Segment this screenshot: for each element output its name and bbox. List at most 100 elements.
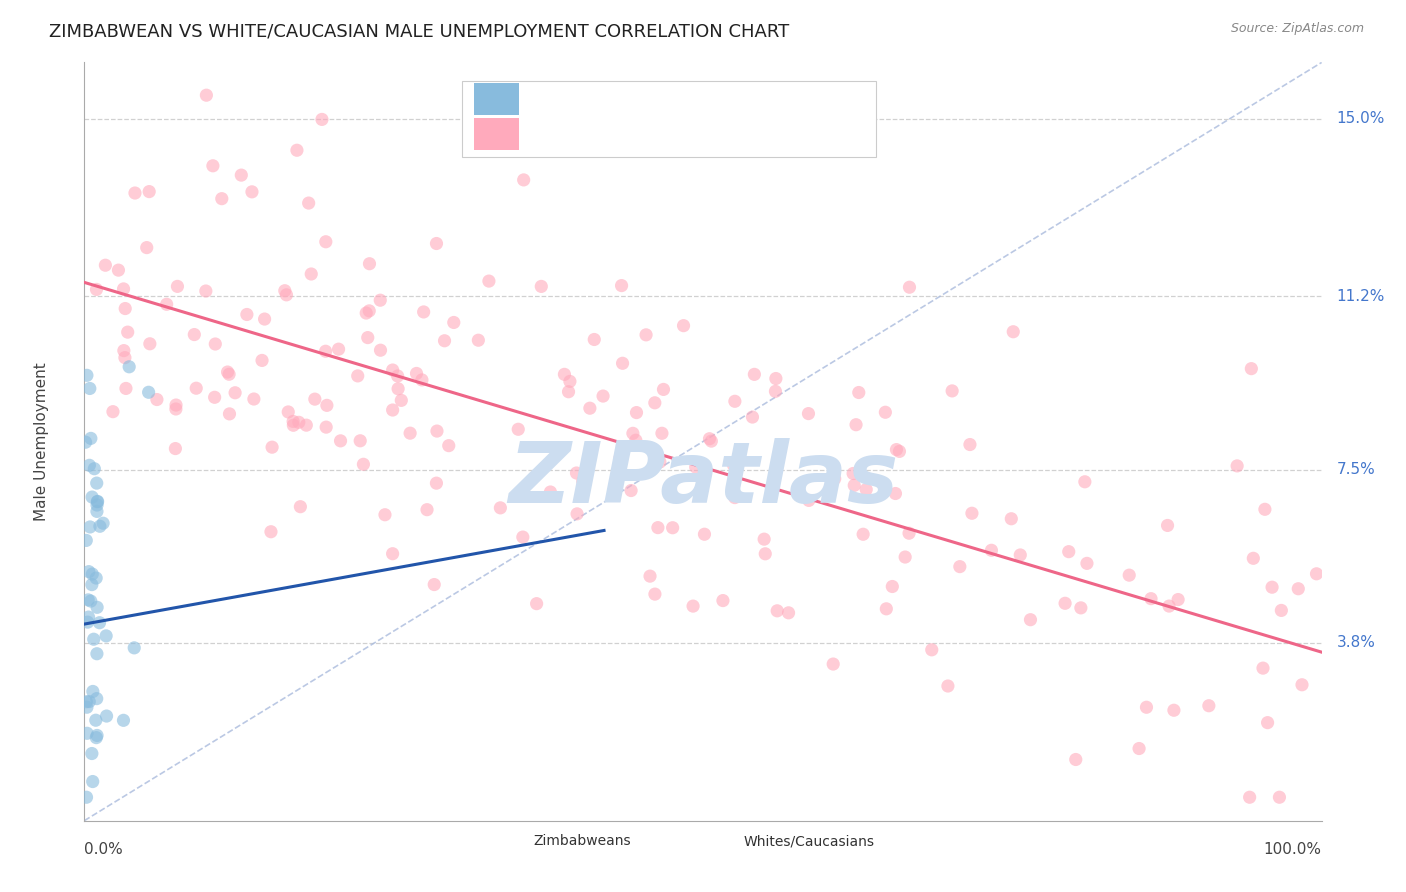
Point xyxy=(288,415,311,429)
Point xyxy=(842,467,865,481)
Point xyxy=(352,458,374,472)
Point xyxy=(328,342,350,356)
Point xyxy=(283,418,305,433)
Point xyxy=(644,396,666,410)
Point xyxy=(423,577,446,591)
Point xyxy=(636,327,658,342)
Point xyxy=(1019,613,1042,627)
Point xyxy=(86,494,108,508)
Point xyxy=(84,731,107,745)
Point xyxy=(80,577,103,591)
Point xyxy=(217,365,239,379)
Point xyxy=(425,236,447,251)
Point xyxy=(699,432,721,446)
Point xyxy=(86,476,108,491)
Point xyxy=(583,333,606,347)
Point xyxy=(852,527,875,541)
Point xyxy=(166,279,188,293)
Point xyxy=(156,297,179,311)
Point xyxy=(79,382,101,396)
Point xyxy=(875,602,897,616)
Point xyxy=(75,533,97,548)
Text: R =  0.138   N =  46: R = 0.138 N = 46 xyxy=(534,90,703,108)
Point xyxy=(298,196,321,211)
Point xyxy=(823,657,845,671)
Point xyxy=(349,434,371,448)
Point xyxy=(368,293,391,308)
Point xyxy=(107,263,129,277)
Point xyxy=(1286,582,1309,596)
Point xyxy=(211,192,233,206)
Point xyxy=(845,417,868,432)
Point xyxy=(218,407,240,421)
Point xyxy=(112,282,135,296)
Point xyxy=(204,390,226,404)
Point xyxy=(381,403,404,417)
Point xyxy=(610,278,633,293)
Text: Whites/Caucasians: Whites/Caucasians xyxy=(744,834,875,848)
Point xyxy=(295,418,318,433)
Point xyxy=(204,337,226,351)
Point xyxy=(86,494,108,508)
Point xyxy=(1000,512,1022,526)
Point xyxy=(315,398,337,412)
Text: 100.0%: 100.0% xyxy=(1264,842,1322,857)
Point xyxy=(1305,566,1327,581)
Point xyxy=(194,284,217,298)
Point xyxy=(86,498,108,512)
Point xyxy=(1268,790,1291,805)
Point xyxy=(959,437,981,451)
Point xyxy=(960,506,983,520)
Point xyxy=(83,632,105,647)
Point xyxy=(724,394,747,409)
Point xyxy=(467,333,489,347)
Point xyxy=(381,363,404,377)
Point xyxy=(76,615,98,629)
Point xyxy=(124,186,146,200)
Text: 15.0%: 15.0% xyxy=(1337,112,1385,126)
Point xyxy=(921,642,943,657)
Point xyxy=(526,597,548,611)
Point xyxy=(1198,698,1220,713)
Point xyxy=(315,344,337,359)
Point xyxy=(357,330,380,344)
Point xyxy=(1118,568,1140,582)
Point xyxy=(741,410,763,425)
Point xyxy=(250,353,273,368)
Point xyxy=(86,691,108,706)
Point xyxy=(889,444,911,458)
Point xyxy=(1239,790,1261,805)
Point xyxy=(387,369,409,384)
Point xyxy=(898,526,921,541)
Point xyxy=(558,375,581,389)
Point xyxy=(1254,502,1277,516)
Point xyxy=(89,615,111,630)
Text: ZIMBABWEAN VS WHITE/CAUCASIAN MALE UNEMPLOYMENT CORRELATION CHART: ZIMBABWEAN VS WHITE/CAUCASIAN MALE UNEMP… xyxy=(49,22,789,40)
Point xyxy=(571,475,593,489)
Point xyxy=(82,490,104,504)
Point xyxy=(186,381,208,395)
Point xyxy=(651,426,673,441)
Point xyxy=(824,472,846,486)
Point xyxy=(253,312,276,326)
Point xyxy=(165,398,187,412)
Point xyxy=(76,790,98,805)
Point xyxy=(882,580,904,594)
Point xyxy=(240,185,263,199)
Text: Source: ZipAtlas.com: Source: ZipAtlas.com xyxy=(1230,22,1364,36)
Point xyxy=(75,695,97,709)
Point xyxy=(91,516,114,531)
Text: Male Unemployment: Male Unemployment xyxy=(34,362,49,521)
Point xyxy=(693,527,716,541)
Point xyxy=(281,414,304,428)
Point xyxy=(538,485,561,500)
Point xyxy=(277,405,299,419)
Point xyxy=(315,235,337,249)
Point xyxy=(1257,715,1279,730)
Point xyxy=(82,567,104,582)
Point xyxy=(1128,741,1150,756)
Point xyxy=(86,504,108,518)
FancyBboxPatch shape xyxy=(461,81,876,157)
Point xyxy=(1002,325,1025,339)
Point xyxy=(624,434,647,448)
